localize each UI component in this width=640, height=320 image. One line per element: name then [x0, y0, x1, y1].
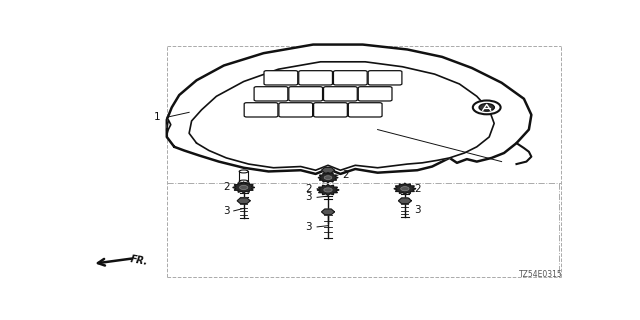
Text: 3: 3: [414, 205, 420, 215]
Polygon shape: [233, 182, 255, 193]
Text: 3: 3: [305, 192, 312, 202]
Ellipse shape: [239, 170, 248, 173]
Text: 1: 1: [154, 112, 160, 122]
Text: 2: 2: [305, 184, 312, 194]
Polygon shape: [237, 198, 250, 204]
Text: 3: 3: [305, 222, 312, 232]
FancyBboxPatch shape: [244, 103, 278, 117]
Polygon shape: [399, 198, 412, 204]
FancyBboxPatch shape: [358, 87, 392, 101]
Circle shape: [401, 187, 409, 191]
Text: 2: 2: [223, 182, 230, 192]
Circle shape: [324, 176, 332, 180]
Polygon shape: [321, 167, 335, 173]
Ellipse shape: [324, 169, 332, 172]
FancyBboxPatch shape: [368, 71, 402, 85]
FancyBboxPatch shape: [299, 71, 332, 85]
FancyBboxPatch shape: [348, 103, 382, 117]
Ellipse shape: [239, 180, 248, 182]
Text: 3: 3: [223, 206, 230, 216]
Text: 2: 2: [342, 170, 349, 180]
FancyBboxPatch shape: [279, 103, 312, 117]
Polygon shape: [317, 185, 339, 195]
FancyBboxPatch shape: [254, 87, 288, 101]
Text: FR.: FR.: [129, 254, 149, 268]
Polygon shape: [321, 209, 335, 215]
FancyBboxPatch shape: [289, 87, 323, 101]
Ellipse shape: [324, 179, 332, 181]
Polygon shape: [167, 44, 531, 174]
Polygon shape: [189, 62, 494, 170]
FancyBboxPatch shape: [324, 87, 357, 101]
Circle shape: [324, 188, 332, 192]
Polygon shape: [167, 120, 171, 134]
Text: TZ54E0315: TZ54E0315: [520, 270, 563, 279]
Circle shape: [479, 104, 494, 111]
Circle shape: [239, 185, 248, 189]
Polygon shape: [318, 173, 338, 182]
Polygon shape: [394, 183, 416, 194]
FancyBboxPatch shape: [314, 103, 348, 117]
Text: 2: 2: [414, 184, 420, 194]
FancyBboxPatch shape: [264, 71, 298, 85]
Circle shape: [473, 100, 500, 114]
FancyBboxPatch shape: [333, 71, 367, 85]
